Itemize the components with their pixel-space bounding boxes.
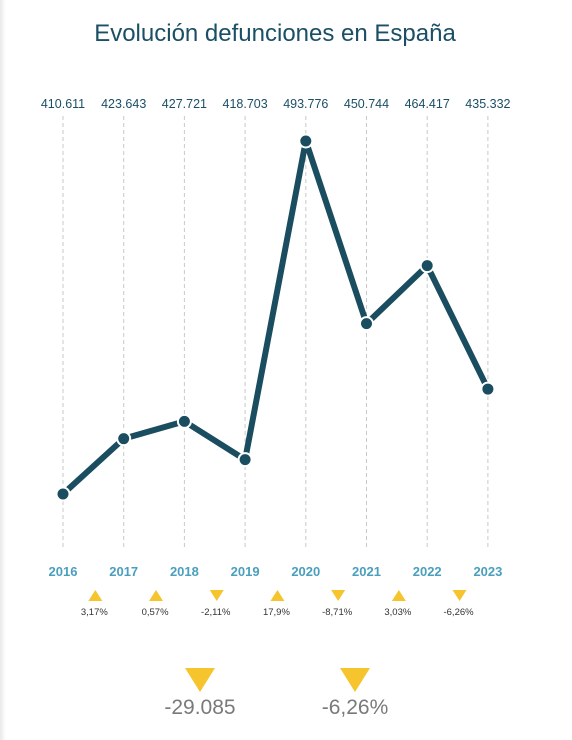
triangle-up-icon (149, 590, 164, 601)
change-label: -2,11% (201, 607, 231, 618)
year-label: 2018 (170, 564, 199, 579)
data-point (480, 381, 496, 397)
value-label: 493.776 (283, 97, 328, 111)
year-label: 2022 (413, 564, 442, 579)
triangle-up-icon (270, 590, 285, 601)
series-line (60, 138, 491, 497)
triangle-down-icon (331, 590, 346, 601)
triangle-down-icon (209, 590, 224, 601)
data-point (359, 316, 374, 332)
change-label: 0,57% (142, 607, 169, 618)
year-label: 2019 (231, 564, 260, 579)
data-point (298, 133, 314, 149)
value-label: 423.643 (101, 97, 146, 111)
value-label: 410.611 (41, 97, 85, 111)
change-label: 3,17% (81, 607, 108, 618)
value-label: 435.332 (465, 97, 510, 111)
chart-title: Evolución defunciones en España (94, 20, 456, 47)
change-label: 3,03% (384, 607, 411, 618)
data-point (176, 413, 192, 429)
triangle-up-icon (88, 590, 103, 601)
triangle-down-icon (340, 668, 370, 692)
year-label: 2021 (352, 564, 381, 579)
value-label: 464.417 (405, 97, 450, 111)
line-chart: 410.611 423.643 427.721 418.703 493.776 450.7… (41, 97, 511, 618)
year-label: 2020 (291, 564, 320, 579)
triangle-down-icon (185, 668, 215, 692)
data-point (116, 431, 132, 447)
value-label: 427.721 (162, 97, 207, 111)
summary-percent-change: -6,26% (295, 668, 415, 720)
year-label: 2023 (473, 564, 502, 579)
summary-total-value: -29.085 (164, 696, 236, 719)
change-label: 17,9% (263, 607, 290, 618)
data-point (237, 452, 253, 468)
change-label: -8,71% (322, 607, 353, 618)
triangle-down-icon (452, 590, 467, 601)
triangle-up-icon (391, 590, 406, 601)
data-point (419, 258, 435, 274)
summary-total-change: -29.085 (140, 668, 260, 720)
change-label: -6,26% (443, 607, 474, 618)
value-label: 418.703 (223, 97, 268, 111)
value-label: 450.744 (344, 97, 389, 111)
data-point (55, 486, 71, 502)
year-label: 2016 (49, 564, 78, 579)
summary-percent-value: -6,26% (321, 696, 389, 719)
year-label: 2017 (109, 564, 138, 579)
left-edge-shadow (0, 0, 6, 740)
